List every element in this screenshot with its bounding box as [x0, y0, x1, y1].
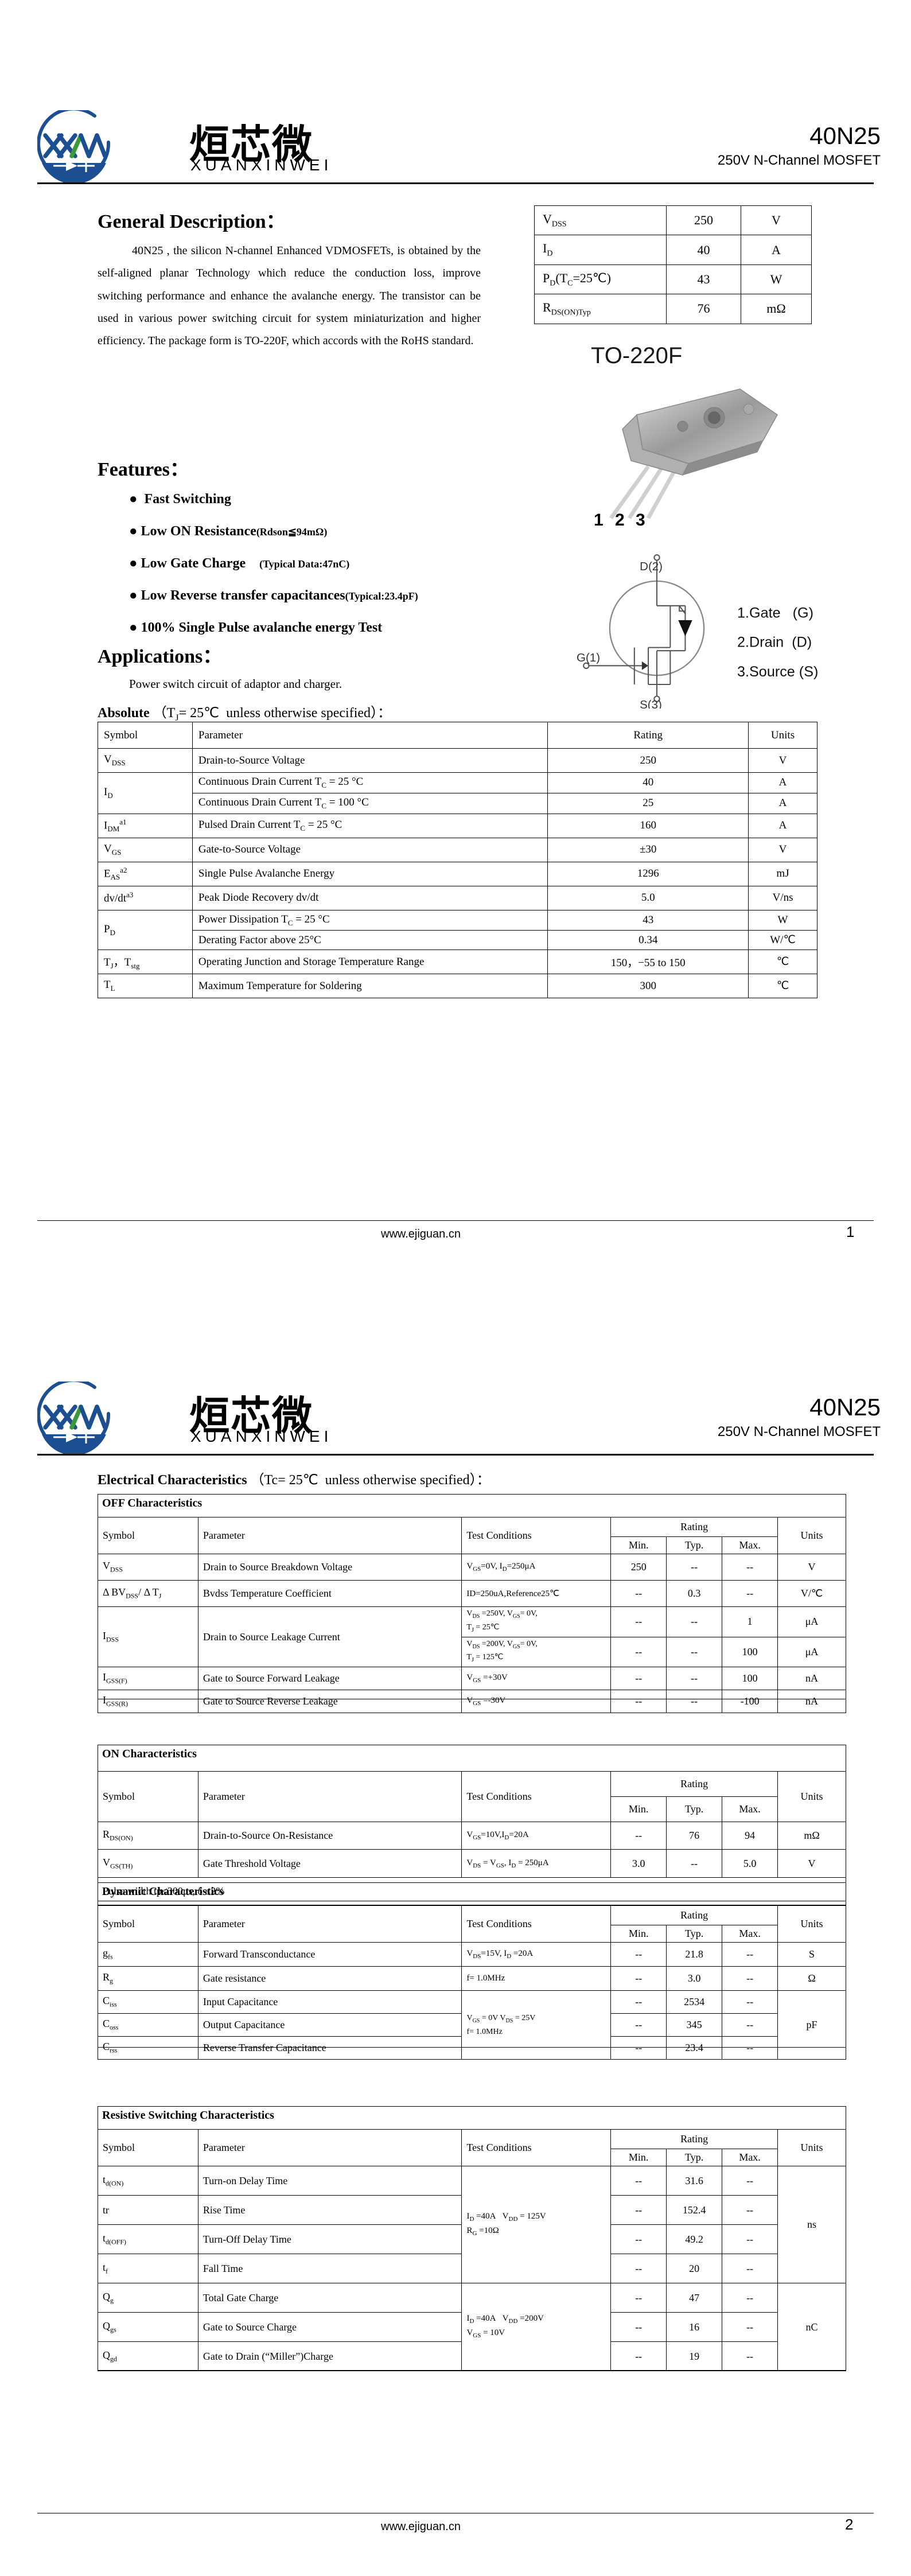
svg-text:2.Drain (D): 2.Drain (D) — [737, 635, 812, 651]
svg-text:D(2): D(2) — [640, 560, 663, 573]
svg-text:G(1): G(1) — [577, 651, 600, 664]
svg-text:2: 2 — [615, 511, 625, 527]
svg-text:1: 1 — [594, 511, 604, 527]
svg-text:1.Gate (G): 1.Gate (G) — [737, 605, 813, 621]
svg-text:3: 3 — [636, 511, 645, 527]
svg-text:3.Source (S): 3.Source (S) — [737, 664, 818, 680]
svg-text:S(3): S(3) — [640, 698, 662, 709]
